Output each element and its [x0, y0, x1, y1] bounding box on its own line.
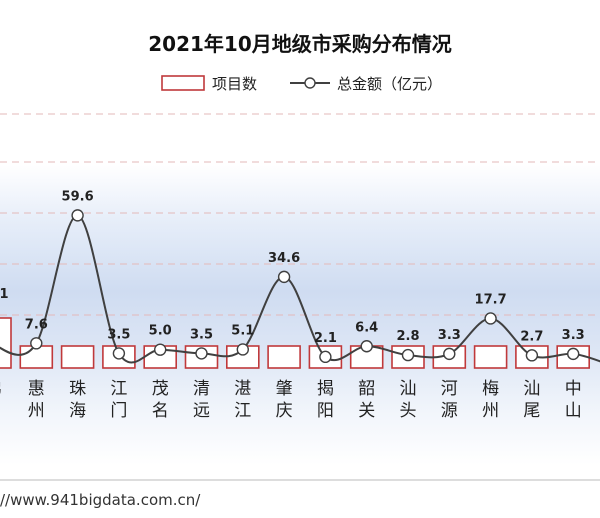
- legend-line-marker: [304, 77, 316, 89]
- svg-text:佛: 佛: [0, 379, 2, 399]
- svg-text:关: 关: [358, 401, 375, 421]
- line-marker-5: [153, 343, 167, 356]
- chart-title: 2021年10月地级市采购分布情况: [148, 32, 452, 56]
- svg-text:远: 远: [193, 401, 210, 421]
- value-label-3: 59.6: [62, 189, 94, 204]
- value-label-4: 3.5: [107, 327, 130, 342]
- svg-text:州: 州: [28, 401, 45, 421]
- category-label-15: 中山: [565, 379, 582, 421]
- svg-text:州: 州: [482, 401, 499, 421]
- line-marker-14: [525, 349, 539, 362]
- value-label-10: 6.4: [355, 320, 378, 335]
- svg-text:尾: 尾: [523, 401, 540, 421]
- line-marker-7: [236, 343, 250, 356]
- category-label-13: 梅州: [482, 379, 499, 421]
- svg-text:阳: 阳: [317, 401, 334, 421]
- line-marker-13: [484, 312, 497, 325]
- category-label-6: 清远: [193, 379, 210, 421]
- svg-text:清: 清: [193, 379, 210, 399]
- bar-8: [267, 345, 301, 369]
- gridlines: [0, 113, 600, 316]
- svg-text:山: 山: [565, 401, 582, 421]
- category-label-1: 佛山: [0, 379, 2, 421]
- legend-line-label: 总金额（亿元）: [337, 75, 442, 93]
- category-label-7: 湛江: [234, 379, 251, 421]
- svg-text:河: 河: [441, 379, 458, 399]
- value-label-15: 3.3: [562, 328, 585, 343]
- svg-text:汕: 汕: [523, 379, 540, 399]
- svg-text:头: 头: [400, 401, 417, 421]
- value-label-13: 17.7: [475, 292, 507, 307]
- svg-text:珠: 珠: [69, 379, 86, 399]
- value-label-7: 5.1: [231, 323, 254, 338]
- legend-bar-swatch: [161, 75, 205, 91]
- svg-text:肇: 肇: [276, 379, 293, 399]
- svg-text:汕: 汕: [400, 379, 417, 399]
- category-label-12: 河源: [441, 379, 458, 421]
- value-label-2: 7.6: [25, 317, 48, 332]
- line-marker-9: [319, 350, 332, 364]
- line-marker-2: [30, 337, 43, 350]
- line-marker-8: [277, 270, 291, 284]
- bar-1: [0, 317, 12, 369]
- line-marker-6: [195, 347, 208, 360]
- svg-text:源: 源: [441, 401, 458, 421]
- line-marker-11: [401, 348, 415, 362]
- line-marker-10: [360, 340, 373, 353]
- value-label-14: 2.7: [520, 329, 543, 344]
- svg-text:惠: 惠: [28, 379, 45, 399]
- svg-text:韶: 韶: [358, 379, 375, 399]
- category-label-11: 汕头: [400, 379, 417, 421]
- legend: 项目数 总金额（亿元）: [161, 75, 442, 93]
- legend-bar-label: 项目数: [212, 75, 257, 93]
- svg-text:门: 门: [110, 401, 127, 421]
- svg-text:中: 中: [565, 379, 582, 399]
- svg-text:湛: 湛: [234, 379, 251, 399]
- category-label-14: 汕尾: [523, 379, 540, 421]
- svg-text:山: 山: [0, 401, 2, 421]
- category-label-10: 韶关: [358, 379, 375, 421]
- line-marker-4: [112, 347, 126, 360]
- category-label-4: 江门: [110, 379, 127, 421]
- bar-13: [473, 345, 508, 369]
- svg-text:茂: 茂: [152, 379, 169, 399]
- footer-url: //www.941bigdata.com.cn/: [0, 491, 201, 509]
- value-label-1: 1: [0, 287, 9, 302]
- line-marker-15: [567, 347, 580, 361]
- category-label-8: 肇庆: [276, 379, 293, 421]
- svg-text:揭: 揭: [317, 379, 334, 399]
- svg-text:庆: 庆: [276, 401, 293, 421]
- category-labels: 佛山惠州珠海江门茂名清远湛江肇庆揭阳韶关汕头河源梅州汕尾中山: [0, 379, 582, 421]
- svg-text:海: 海: [69, 401, 86, 421]
- category-label-3: 珠海: [69, 379, 86, 421]
- svg-text:江: 江: [234, 401, 251, 421]
- category-label-9: 揭阳: [317, 379, 334, 421]
- bar-3: [60, 345, 95, 369]
- value-label-12: 3.3: [438, 328, 461, 343]
- line-markers: [30, 209, 580, 364]
- value-label-8: 34.6: [268, 251, 300, 266]
- line-marker-12: [443, 347, 456, 361]
- value-label-9: 2.1: [314, 331, 337, 346]
- value-labels: 1 7.6 59.6 3.5 5.0 3.5 5.1 34.6 2.1 6.4 2.8 3.3 17.7…: [0, 189, 585, 345]
- category-label-2: 惠州: [28, 379, 45, 421]
- value-label-6: 3.5: [190, 327, 213, 342]
- svg-text:梅: 梅: [482, 379, 499, 399]
- value-label-5: 5.0: [149, 324, 172, 339]
- line-marker-3: [71, 209, 84, 222]
- category-label-5: 茂名: [152, 379, 169, 421]
- value-label-11: 2.8: [396, 329, 419, 344]
- svg-text:名: 名: [152, 401, 169, 421]
- svg-text:江: 江: [110, 379, 127, 399]
